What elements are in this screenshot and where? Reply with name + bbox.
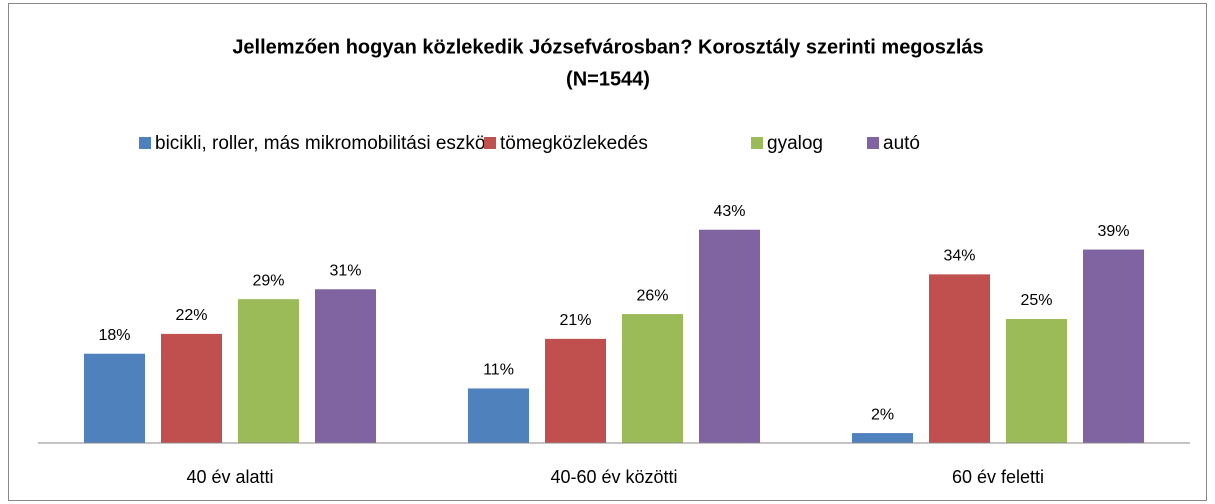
legend-swatch: [484, 137, 496, 149]
legend-swatch: [751, 137, 763, 149]
data-label: 2%: [871, 406, 894, 423]
data-label: 39%: [1097, 223, 1129, 240]
legend-label: autó: [883, 133, 920, 154]
bar: [622, 314, 683, 443]
chart-title: Jellemzően hogyan közlekedik Józsefváros…: [232, 36, 983, 58]
data-label: 31%: [329, 262, 361, 279]
legend-label: bicikli, roller, más mikromobilitási esz…: [155, 133, 495, 154]
legend-label: gyalog: [767, 133, 823, 154]
data-label: 25%: [1020, 292, 1052, 309]
data-label: 21%: [559, 312, 591, 329]
bar: [1083, 249, 1144, 443]
bar: [852, 433, 913, 443]
x-tick-label: 40 év alatti: [186, 467, 273, 487]
x-tick-label: 40-60 év közötti: [550, 467, 677, 487]
legend-swatch: [139, 137, 151, 149]
legend-swatch: [867, 137, 879, 149]
data-label: 11%: [483, 362, 514, 379]
chart-title: (N=1544): [566, 68, 650, 90]
data-label: 22%: [175, 307, 207, 324]
legend-label: tömegközlekedés: [500, 133, 648, 154]
bar: [84, 353, 145, 443]
bar: [238, 299, 299, 443]
x-tick-label: 60 év feletti: [952, 467, 1044, 487]
bar: [929, 274, 990, 443]
bar: [545, 338, 606, 443]
data-label: 34%: [943, 248, 975, 265]
bar: [1006, 319, 1067, 443]
data-label: 18%: [98, 327, 130, 344]
data-label: 43%: [713, 203, 745, 220]
data-label: 29%: [252, 272, 284, 289]
bar: [468, 388, 529, 443]
data-label: 26%: [636, 287, 668, 304]
bar: [315, 289, 376, 443]
bar: [161, 333, 222, 443]
bar: [699, 229, 760, 443]
